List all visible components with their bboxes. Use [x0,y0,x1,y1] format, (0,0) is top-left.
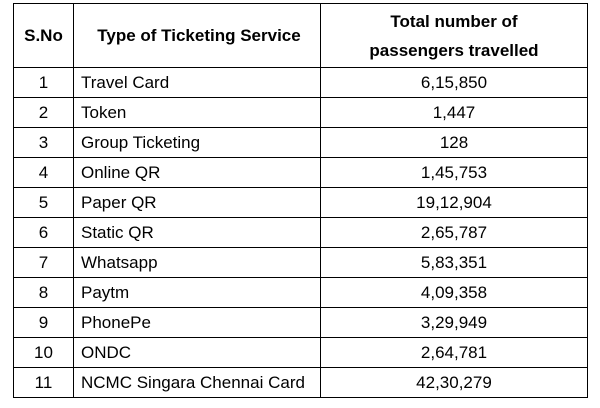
header-type: Type of Ticketing Service [73,3,321,68]
cell-sno: 9 [13,307,74,338]
table-row: 11 NCMC Singara Chennai Card 42,30,279 [13,367,588,398]
ticketing-table: S.No Type of Ticketing Service Total num… [13,3,588,398]
cell-type: Whatsapp [73,247,321,278]
cell-type: Online QR [73,157,321,188]
header-total-line2: passengers travelled [369,40,539,60]
cell-total: 5,83,351 [320,247,588,278]
cell-total: 19,12,904 [320,187,588,218]
table-row: 1 Travel Card 6,15,850 [13,67,588,98]
cell-type: NCMC Singara Chennai Card [73,367,321,398]
table-row: 7 Whatsapp 5,83,351 [13,247,588,278]
header-row: S.No Type of Ticketing Service Total num… [13,3,588,68]
cell-total: 128 [320,127,588,158]
table-header: S.No Type of Ticketing Service Total num… [13,3,588,68]
header-total: Total number of passengers travelled [320,3,588,68]
cell-total: 42,30,279 [320,367,588,398]
table-row: 3 Group Ticketing 128 [13,127,588,158]
cell-total: 4,09,358 [320,277,588,308]
cell-total: 2,64,781 [320,337,588,368]
header-sno: S.No [13,3,74,68]
cell-sno: 5 [13,187,74,218]
cell-type: Static QR [73,217,321,248]
table-row: 6 Static QR 2,65,787 [13,217,588,248]
cell-total: 1,447 [320,97,588,128]
table-row: 4 Online QR 1,45,753 [13,157,588,188]
table-body: 1 Travel Card 6,15,850 2 Token 1,447 3 G… [13,67,588,398]
table-row: 8 Paytm 4,09,358 [13,277,588,308]
cell-total: 3,29,949 [320,307,588,338]
cell-sno: 2 [13,97,74,128]
table-row: 2 Token 1,447 [13,97,588,128]
table-row: 5 Paper QR 19,12,904 [13,187,588,218]
cell-sno: 11 [13,367,74,398]
cell-sno: 4 [13,157,74,188]
cell-sno: 6 [13,217,74,248]
cell-type: PhonePe [73,307,321,338]
cell-sno: 1 [13,67,74,98]
cell-sno: 7 [13,247,74,278]
cell-type: ONDC [73,337,321,368]
cell-type: Group Ticketing [73,127,321,158]
header-total-line1: Total number of [390,11,518,31]
cell-total: 1,45,753 [320,157,588,188]
table-row: 9 PhonePe 3,29,949 [13,307,588,338]
cell-sno: 10 [13,337,74,368]
cell-total: 2,65,787 [320,217,588,248]
cell-type: Paytm [73,277,321,308]
table-row: 10 ONDC 2,64,781 [13,337,588,368]
cell-sno: 8 [13,277,74,308]
cell-type: Paper QR [73,187,321,218]
cell-sno: 3 [13,127,74,158]
cell-type: Travel Card [73,67,321,98]
cell-type: Token [73,97,321,128]
cell-total: 6,15,850 [320,67,588,98]
